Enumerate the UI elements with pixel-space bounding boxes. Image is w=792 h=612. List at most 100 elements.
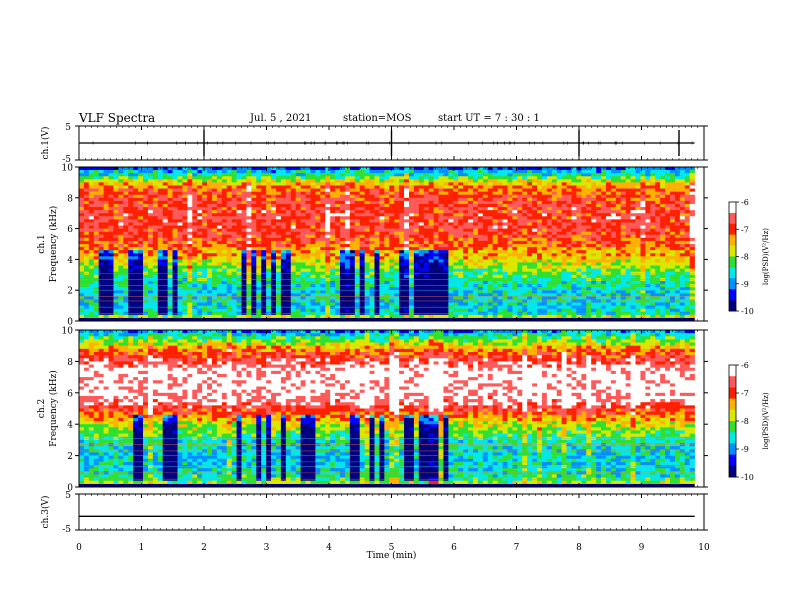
spectrogram-cell (502, 167, 508, 171)
spectrogram-cell (216, 213, 223, 217)
spectrogram-cell (300, 274, 306, 279)
spectrogram-cell (261, 219, 267, 223)
spectrogram-cell (128, 228, 134, 232)
spectrogram-cell (211, 179, 218, 183)
spectrogram-cell (443, 265, 449, 269)
spectrogram-cell (320, 240, 326, 245)
spectrogram-cell (340, 176, 346, 180)
spectrogram-cell (340, 308, 346, 313)
spectrogram-cell (468, 240, 474, 245)
spectrogram-cell (369, 176, 375, 180)
spectrogram-cell (88, 302, 95, 306)
spectrogram-cell (226, 185, 232, 189)
spectrogram-cell (133, 244, 139, 248)
spectrogram-cell (88, 216, 95, 220)
spectrogram-cell (261, 247, 267, 251)
spectrogram-cell (364, 250, 370, 254)
spectrogram-cell (108, 247, 114, 251)
spectrogram-cell (364, 173, 370, 177)
spectrogram-cell (389, 234, 395, 239)
spectrogram-cell (172, 173, 178, 177)
spectrogram-cell (290, 173, 296, 177)
spectrogram-cell (374, 302, 380, 306)
spectrogram-cell (93, 314, 99, 319)
spectrogram-cell (359, 197, 365, 202)
spectrogram-cell (541, 213, 548, 217)
spectrogram-cell (463, 290, 469, 294)
spectrogram-cell (162, 250, 168, 254)
spectrogram-cell (369, 265, 375, 269)
spectrogram-cell (561, 173, 567, 177)
spectrogram-cell (423, 228, 429, 232)
spectrogram-cell (379, 231, 385, 236)
spectrogram-cell (492, 280, 498, 285)
spectrogram-cell (285, 302, 292, 306)
spectrogram-cell (157, 268, 164, 273)
spectrogram-cell (438, 234, 444, 239)
spectrogram-cell (207, 182, 213, 186)
spectrogram-cell (487, 262, 493, 266)
spectrogram-cell (113, 200, 119, 205)
spectrogram-cell (207, 262, 213, 266)
spectrogram-cell (374, 194, 380, 199)
spectrogram-cell (261, 200, 267, 205)
spectrogram-cell (512, 219, 518, 223)
spectrogram-cell (477, 228, 484, 232)
spectrogram-cell (389, 244, 395, 248)
spectrogram-cell (551, 219, 558, 223)
spectrogram-cell (384, 182, 390, 186)
spectrogram-cell (374, 207, 380, 211)
spectrogram-cell (344, 176, 351, 180)
spectrogram-cell (79, 219, 85, 223)
spectrogram-cell (226, 253, 232, 257)
spectrogram-cell (231, 188, 237, 192)
spectrogram-cell (256, 259, 262, 263)
spectrogram-cell (143, 302, 149, 306)
spectrogram-cell (93, 308, 99, 313)
spectrogram-cell (487, 176, 493, 180)
spectrogram-cell (482, 268, 489, 273)
spectrogram-cell (369, 194, 375, 199)
spectrogram-cell (295, 216, 301, 220)
spectrogram-cell (133, 231, 139, 236)
spectrogram-cell (453, 170, 459, 174)
spectrogram-cell (517, 247, 523, 251)
spectrogram-cell (433, 287, 439, 291)
spectrogram-cell (537, 210, 543, 214)
spectrogram-cell (167, 268, 173, 273)
spectrogram-cell (256, 228, 262, 232)
spectrogram-cell (162, 302, 168, 306)
spectrogram-cell (167, 265, 173, 269)
spectrogram-cell (463, 185, 469, 189)
spectrogram-cell (546, 268, 553, 273)
spectrogram-cell (463, 240, 469, 245)
spectrogram-cell (453, 256, 459, 260)
spectrogram-cell (502, 314, 508, 319)
spectrogram-cell (537, 179, 543, 183)
spectrogram-cell (128, 225, 134, 229)
spectrogram-cell (389, 253, 395, 257)
spectrogram-cell (369, 274, 375, 279)
spectrogram-cell (266, 210, 272, 214)
spectrogram-cell (408, 228, 415, 232)
spectrogram-cell (251, 296, 257, 300)
spectrogram-cell (290, 234, 296, 239)
spectrogram-cell (221, 210, 228, 214)
spectrogram-cell (532, 250, 538, 254)
spectrogram-cell (379, 203, 385, 208)
spectrogram-cell (517, 274, 523, 279)
spectrogram-cell (330, 185, 336, 189)
spectrogram-cell (369, 256, 375, 260)
spectrogram-cell (118, 210, 124, 214)
spectrogram-cell (216, 259, 223, 263)
spectrogram-cell (300, 314, 306, 319)
spectrogram-cell (147, 234, 154, 239)
spectrogram-cell (315, 250, 321, 254)
spectrogram-cell (216, 194, 223, 199)
spectrogram-cell (512, 179, 518, 183)
spectrogram-cell (354, 222, 361, 226)
spectrogram-cell (502, 244, 508, 248)
spectrogram-cell (458, 219, 464, 223)
spectrogram-cell (546, 200, 553, 205)
spectrogram-cell (143, 222, 149, 226)
